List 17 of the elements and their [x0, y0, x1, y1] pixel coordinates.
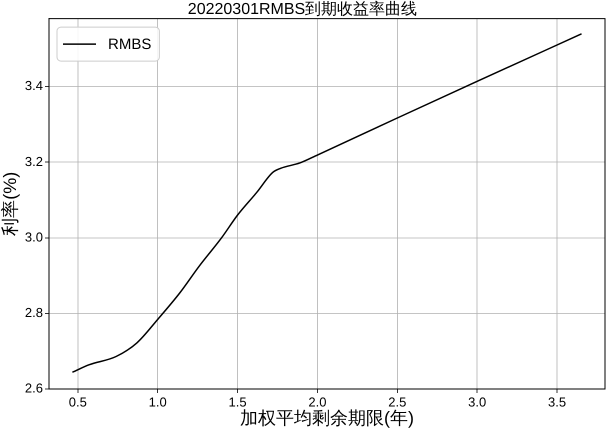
x-tick-label: 3.0 [468, 394, 486, 410]
x-tick-label: 3.5 [548, 394, 566, 410]
line-series [72, 33, 582, 373]
legend-label: RMBS [108, 36, 152, 54]
y-axis-title: 利率(%) [0, 172, 20, 236]
y-tick-label: 3.4 [24, 78, 43, 94]
y-tick-label: 3.2 [24, 154, 43, 169]
x-axis-title: 加权平均剩余期限(年) [240, 408, 414, 428]
y-tick-label: 2.8 [24, 304, 43, 320]
x-tick-label: 2.5 [388, 394, 406, 410]
y-tick-label: 2.6 [24, 380, 43, 396]
x-tick-label: 0.5 [68, 394, 87, 410]
y-tick-label: 3.0 [24, 229, 43, 244]
chart-title: 20220301RMBS到期收益率曲线 [188, 0, 418, 18]
x-tick-label: 1.5 [228, 394, 247, 410]
x-tick-label: 2.0 [308, 394, 326, 410]
x-tick-label: 1.0 [148, 394, 167, 410]
